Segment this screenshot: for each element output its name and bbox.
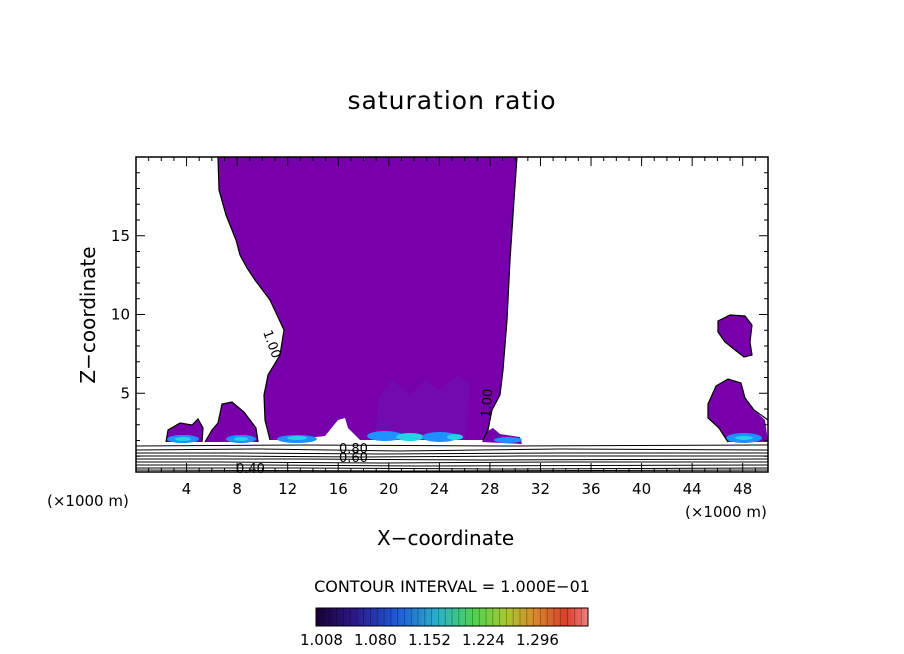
x-tick-label: 12: [278, 480, 297, 498]
colorbar-tick-label: 1.152: [408, 631, 451, 649]
axis-ticks: [136, 157, 768, 472]
cloud-main-region: [218, 157, 517, 440]
colorbar-tick-label: 1.080: [354, 631, 397, 649]
contour-label: 0.60: [339, 451, 368, 466]
cloud-right-cell-upper: [718, 315, 752, 357]
y-tick-label: 10: [111, 306, 130, 324]
x-tick-label: 48: [733, 480, 752, 498]
contour-fields: [136, 157, 768, 472]
contour-label: 0.40: [236, 462, 265, 477]
high-saturation-patches: [167, 431, 762, 443]
contour-label: 0.80: [339, 442, 368, 457]
x-tick-label: 32: [531, 480, 550, 498]
x-tick-label: 28: [480, 480, 499, 498]
cloud-right-cell-lower: [708, 379, 768, 442]
contour-label: 1.00: [479, 388, 496, 418]
x-tick-label: 16: [329, 480, 348, 498]
x-tick-label: 24: [430, 480, 449, 498]
contour-interval-label: CONTOUR INTERVAL = 1.000E−01: [314, 577, 590, 596]
x-tick-label: 4: [182, 480, 192, 498]
colorbar-tick-label: 1.224: [462, 631, 505, 649]
colorbar-tick-label: 1.008: [300, 631, 343, 649]
colorbar: [315, 607, 589, 627]
chart-title: saturation ratio: [347, 86, 557, 115]
cloud-left-cell-2: [205, 402, 258, 442]
x-unit-label: (×1000 m): [47, 492, 129, 510]
x-tick-label: 36: [581, 480, 600, 498]
x-tick-label: 20: [379, 480, 398, 498]
x-axis-label: X−coordinate: [377, 526, 515, 550]
contour-lines-boundary-layer: [136, 444, 768, 472]
x-tick-label: 8: [232, 480, 242, 498]
colorbar-tick-label: 1.296: [516, 631, 559, 649]
contour-label: 1.00: [259, 328, 283, 360]
y-axis-label: Z−coordinate: [76, 246, 100, 384]
x-tick-label: 44: [683, 480, 702, 498]
contour-lines-cloud: [165, 157, 768, 443]
y-tick-label: 15: [111, 227, 130, 245]
x-unit-label-right: (×1000 m): [685, 503, 767, 521]
y-tick-label: 5: [120, 384, 130, 402]
cloud-core-region: [375, 375, 470, 440]
x-tick-label: 40: [632, 480, 651, 498]
colorbar-stripes: [322, 608, 582, 626]
